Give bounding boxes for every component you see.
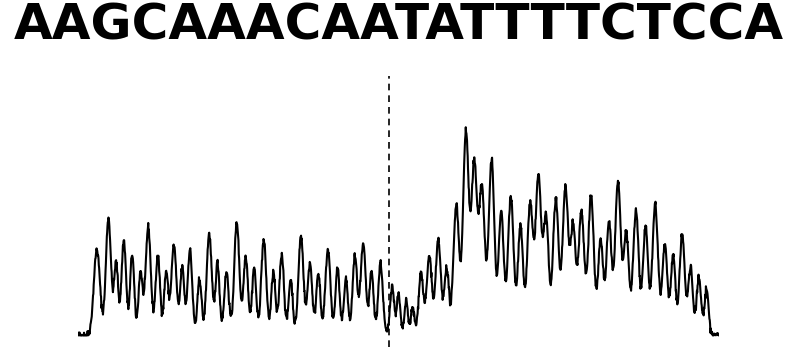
Text: AAGCAAACAATATTTTCTCCA: AAGCAAACAATATTTTCTCCA [14, 1, 783, 49]
